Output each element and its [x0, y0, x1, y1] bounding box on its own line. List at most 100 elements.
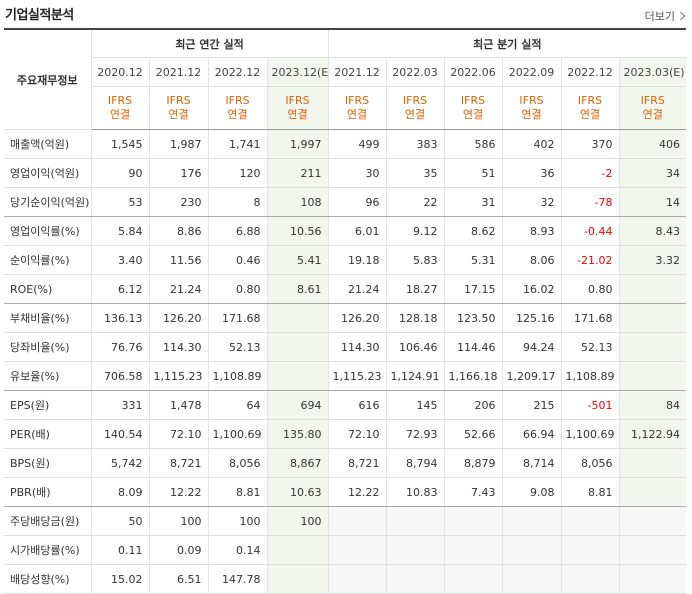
table-cell: 0.09 [148, 535, 208, 565]
table-cell: 694 [266, 390, 329, 420]
table-cell [266, 564, 329, 594]
table-cell [266, 303, 329, 333]
table-cell [560, 535, 620, 565]
table-cell: 6.01 [327, 216, 387, 246]
table-cell: 8.86 [148, 216, 208, 246]
table-cell: 12.22 [148, 477, 208, 507]
table-cell: 8,056 [560, 448, 620, 478]
basis-consolidated: 연결 [109, 108, 131, 121]
basis-consolidated: 연결 [404, 108, 426, 121]
table-cell: 215 [501, 390, 562, 420]
row-label: 순이익률(%) [4, 245, 91, 275]
table-cell [618, 332, 687, 362]
table-cell: 5.31 [443, 245, 503, 275]
table-cell: 123.50 [443, 303, 503, 333]
basis-ifrs: IFRS [166, 94, 191, 107]
row-label: PER(배) [4, 419, 91, 449]
basis-ifrs: IFRS [285, 94, 310, 107]
table-cell: 12.22 [327, 477, 387, 507]
basis-ifrs: IFRS [640, 94, 665, 107]
table-cell: 6.12 [90, 274, 149, 304]
table-row: 매출액(억원) 1,545 1,987 1,741 1,997 499 383 586 402 3… [4, 129, 687, 159]
table-cell: 94.24 [501, 332, 562, 362]
table-cell: 1,987 [148, 129, 208, 159]
basis-consolidated: 연결 [642, 108, 663, 121]
table-cell [560, 506, 620, 536]
row-label: 주당배당금(원) [4, 506, 91, 536]
table-cell: 10.63 [266, 477, 329, 507]
table-cell: 11.56 [148, 245, 208, 275]
table-cell [618, 564, 687, 594]
table-cell [443, 535, 503, 565]
basis-consolidated: 연결 [227, 108, 248, 121]
basis-ifrs: IFRS [344, 94, 370, 107]
table-cell [501, 506, 562, 536]
table-cell: 126.20 [148, 303, 208, 333]
table-cell: 21.24 [148, 274, 208, 304]
table-cell: 32 [501, 187, 562, 217]
table-cell: 1,108.89 [207, 361, 267, 391]
table-cell: 406 [618, 129, 687, 159]
basis-ifrs: IFRS [107, 94, 133, 107]
table-cell: 21.24 [327, 274, 387, 304]
table-cell: 52.13 [560, 332, 620, 362]
table-cell: 128.18 [385, 303, 445, 333]
basis-cell: IFRS 연결 [385, 86, 445, 130]
table-row: 영업이익률(%) 5.84 8.86 6.88 10.56 6.01 9.12 8.62 8.9… [4, 216, 687, 246]
table-cell: 22 [385, 187, 445, 217]
table-row: PER(배) 140.54 72.10 1,100.69 135.80 72.10 72.9… [4, 419, 687, 449]
table-cell [385, 535, 445, 565]
table-row: 순이익률(%) 3.40 11.56 0.46 5.41 19.18 5.83 5.31 8.0… [4, 245, 687, 275]
table-cell: 76.76 [90, 332, 149, 362]
annual-period: 2021.12 [148, 57, 208, 87]
basis-cell: IFRS 연결 [327, 86, 387, 130]
table-cell: 171.68 [207, 303, 267, 333]
table-cell: 1,122.94 [618, 419, 687, 449]
table-cell: 19.18 [327, 245, 387, 275]
table-cell [385, 506, 445, 536]
table-cell: 9.12 [385, 216, 445, 246]
row-label: ROE(%) [4, 274, 91, 304]
basis-consolidated: 연결 [521, 108, 542, 121]
row-label: 영업이익률(%) [4, 216, 91, 246]
section-title: 기업실적분석 [5, 8, 74, 23]
table-cell: 8.81 [560, 477, 620, 507]
table-row: 배당성향(%) 15.02 6.51 147.78 [4, 564, 687, 594]
table-cell: 6.51 [148, 564, 208, 594]
table-cell: 211 [266, 158, 329, 188]
basis-cell: IFRS 연결 [560, 86, 620, 130]
table-row: ROE(%) 6.12 21.24 0.80 8.61 21.24 18.27 17.15 16… [4, 274, 687, 304]
table-cell [501, 564, 562, 594]
annual-period: 2020.12 [90, 57, 149, 87]
table-cell: 18.27 [385, 274, 445, 304]
table-cell: 125.16 [501, 303, 562, 333]
table-cell: 140.54 [90, 419, 149, 449]
table-cell [266, 361, 329, 391]
row-label: 영업이익(억원) [4, 158, 91, 188]
row-label-header: 주요재무정보 [4, 29, 91, 130]
table-cell [618, 477, 687, 507]
basis-cell: IFRS 연결 [148, 86, 208, 130]
table-row: 유보율(%) 706.58 1,115.23 1,108.89 1,115.23 1,12… [4, 361, 687, 391]
more-link[interactable]: 더보기 [645, 8, 686, 24]
table-cell [385, 564, 445, 594]
table-cell: -2 [560, 158, 620, 188]
table-cell: 8,867 [266, 448, 329, 478]
quarter-period: 2021.12 [327, 57, 387, 87]
table-cell [327, 535, 387, 565]
table-cell: 17.15 [443, 274, 503, 304]
table-cell: 147.78 [207, 564, 267, 594]
basis-ifrs: IFRS [225, 94, 250, 107]
table-cell [443, 506, 503, 536]
table-cell: 100 [148, 506, 208, 536]
table-cell: 1,209.17 [501, 361, 562, 391]
basis-cell: IFRS 연결 [266, 86, 329, 130]
table-cell: 0.80 [560, 274, 620, 304]
basis-consolidated: 연결 [462, 108, 484, 121]
table-cell: 15.02 [90, 564, 149, 594]
basis-cell: IFRS 연결 [90, 86, 149, 130]
row-label: EPS(원) [4, 390, 91, 420]
table-row: BPS(원) 5,742 8,721 8,056 8,867 8,721 8,794 8,87… [4, 448, 687, 478]
table-cell: 36 [501, 158, 562, 188]
header-row-basis: IFRS 연결 IFRS 연결 IFRS 연결 IFRS 연결 IFRS 연결 IFRS 연결 IFRS… [4, 86, 687, 130]
